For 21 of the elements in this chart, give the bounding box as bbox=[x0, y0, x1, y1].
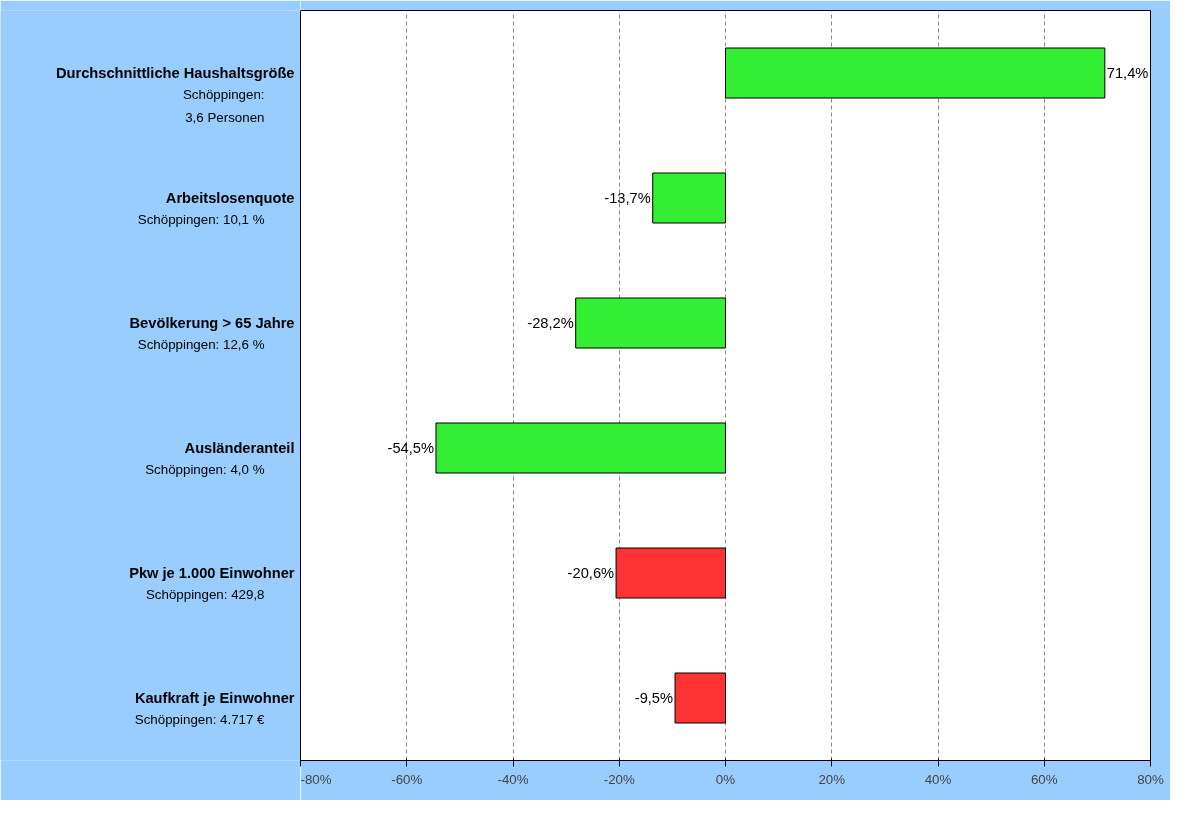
x-tick-label: -60% bbox=[391, 771, 423, 787]
data-label: -54,5% bbox=[387, 440, 434, 456]
data-label: -13,7% bbox=[604, 190, 651, 206]
y-tick-label: Ausländeranteil Schöppingen: 4,0 % bbox=[145, 440, 295, 477]
x-tick-label: 80% bbox=[1137, 771, 1164, 787]
y-tick-label: Bevölkerung > 65 Jahre Schöppingen: 12,6 % bbox=[129, 315, 295, 352]
y-tick-label: Arbeitslosenquote Schöppingen: 10,1 % bbox=[137, 190, 295, 227]
x-tick-label: -80% bbox=[300, 771, 332, 787]
x-tick-label: 60% bbox=[1030, 771, 1058, 787]
x-tick-label: -40% bbox=[497, 771, 529, 787]
data-label: -28,2% bbox=[527, 315, 574, 331]
data-label: 71,4% bbox=[1106, 65, 1149, 81]
data-label: -9,5% bbox=[634, 690, 674, 706]
data-label: -20,6% bbox=[567, 565, 615, 581]
x-tick-label: 0% bbox=[715, 771, 736, 787]
x-tick-label: 40% bbox=[924, 771, 952, 787]
y-tick-label: Durchschnittliche Haushaltsgröße Schöppingen: 3,6 Personen bbox=[55, 65, 295, 125]
x-tick-label: -20% bbox=[603, 771, 635, 787]
y-tick-label: Kaufkraft je Einwohner Schöppingen: 4.717 € bbox=[134, 690, 295, 727]
x-tick-label: 20% bbox=[818, 771, 846, 787]
y-tick-label: Pkw je 1.000 Einwohner Schöppingen: 429,8 bbox=[129, 565, 295, 602]
